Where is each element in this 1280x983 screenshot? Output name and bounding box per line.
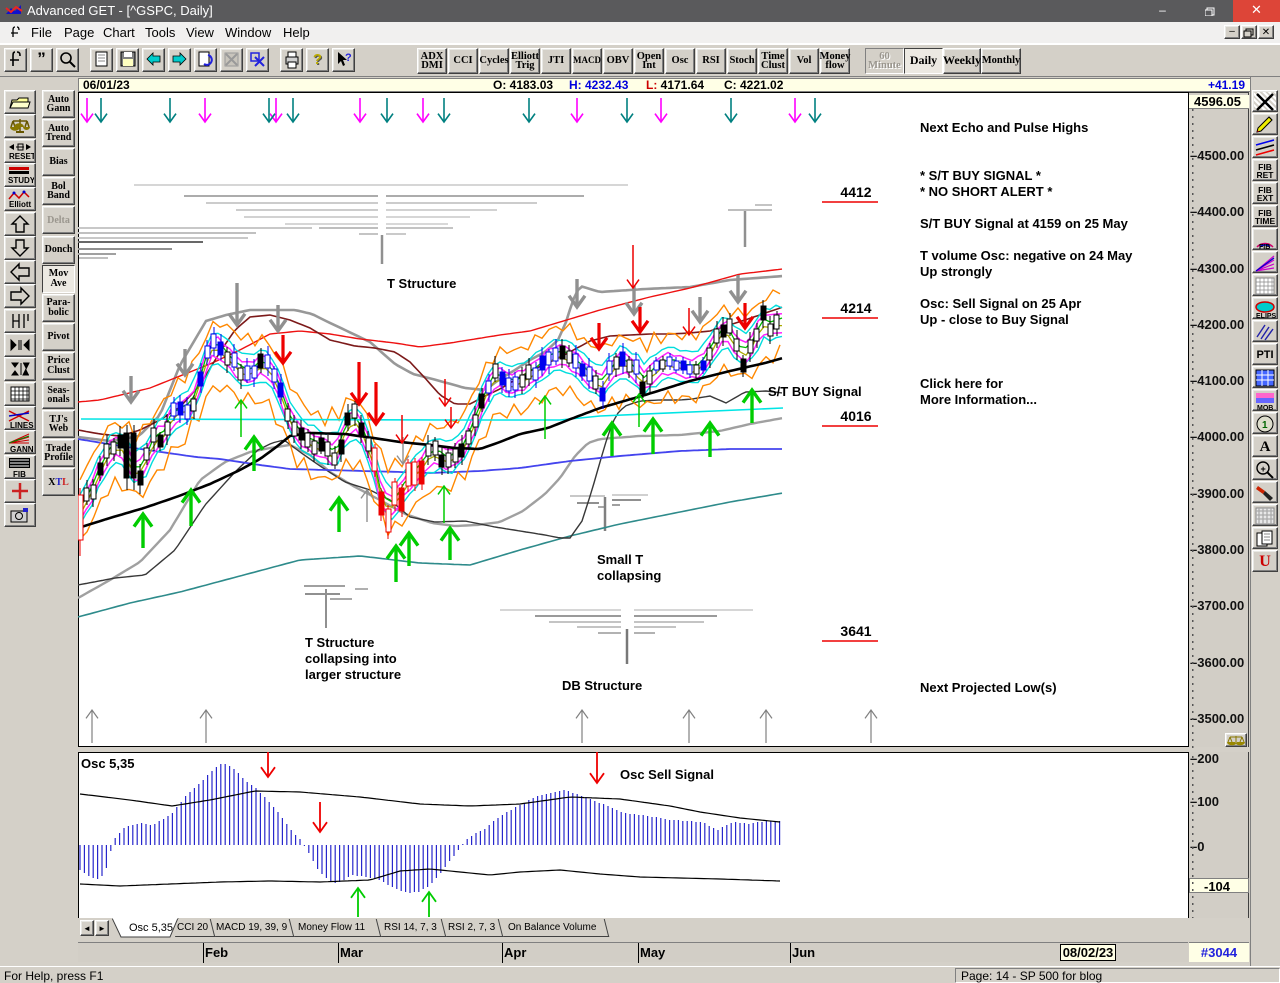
svg-text:Osc Sell Signal: Osc Sell Signal — [620, 767, 714, 782]
svg-text:S/T BUY Signal at 4159 on 25 M: S/T BUY Signal at 4159 on 25 May — [920, 216, 1129, 231]
svg-text:ELIPS: ELIPS — [1256, 313, 1277, 319]
svg-text:FIB: FIB — [1259, 244, 1270, 250]
svg-text:4016: 4016 — [840, 408, 871, 424]
svg-text:Next Projected Low(s): Next Projected Low(s) — [920, 680, 1057, 695]
svg-text:Next Echo and Pulse Highs: Next Echo and Pulse Highs — [920, 120, 1088, 135]
svg-text:RESET: RESET — [9, 152, 34, 161]
svg-text:Osc 5,35: Osc 5,35 — [81, 756, 135, 771]
svg-text:4214: 4214 — [840, 300, 871, 316]
svg-text:+: + — [1261, 464, 1266, 474]
svg-text:Osc: Sell Signal on 25 Apr: Osc: Sell Signal on 25 Apr — [920, 296, 1081, 311]
svg-text:Click here for: Click here for — [920, 376, 1003, 391]
svg-text:* NO SHORT ALERT *: * NO SHORT ALERT * — [920, 184, 1053, 199]
svg-text:Up - close to Buy Signal: Up - close to Buy Signal — [920, 312, 1069, 327]
svg-text:?: ? — [345, 52, 352, 64]
svg-text:3641: 3641 — [840, 623, 871, 639]
svg-text:Elliott: Elliott — [9, 200, 32, 209]
svg-text:collapsing: collapsing — [597, 568, 661, 583]
svg-text:collapsing into: collapsing into — [305, 651, 397, 666]
svg-text:DB Structure: DB Structure — [562, 678, 642, 693]
svg-text:4412: 4412 — [840, 184, 871, 200]
svg-text:S/T BUY Signal: S/T BUY Signal — [768, 384, 862, 399]
svg-text:T Structure: T Structure — [305, 635, 374, 650]
svg-text:larger structure: larger structure — [305, 667, 401, 682]
svg-text:GANN: GANN — [10, 445, 34, 453]
svg-text:FIB: FIB — [13, 470, 26, 478]
svg-text:MOB: MOB — [1257, 405, 1273, 411]
svg-text:Up strongly: Up strongly — [920, 264, 993, 279]
svg-text:More Information...: More Information... — [920, 392, 1037, 407]
svg-text:* S/T BUY SIGNAL *: * S/T BUY SIGNAL * — [920, 168, 1042, 183]
svg-text:T Structure: T Structure — [387, 276, 456, 291]
svg-text:T volume Osc: negative on 24 M: T volume Osc: negative on 24 May — [920, 248, 1133, 263]
svg-text:1: 1 — [1262, 420, 1268, 431]
svg-text:STUDY: STUDY — [8, 176, 34, 185]
svg-text:Small T: Small T — [597, 552, 643, 567]
svg-text:LINES: LINES — [10, 421, 34, 429]
